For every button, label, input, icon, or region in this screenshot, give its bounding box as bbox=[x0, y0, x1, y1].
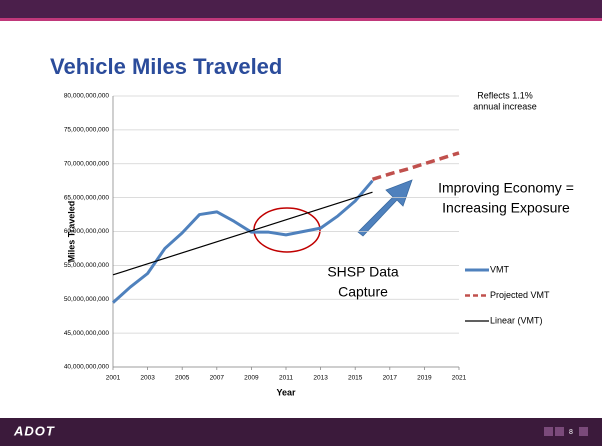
x-tick-label: 2013 bbox=[313, 375, 328, 382]
legend-label: VMT bbox=[490, 264, 510, 274]
x-tick-label: 2001 bbox=[106, 375, 121, 382]
x-tick-label: 2009 bbox=[244, 375, 259, 382]
top-bar bbox=[0, 0, 602, 18]
legend-label: Projected VMT bbox=[490, 290, 550, 300]
annotation: Capture bbox=[338, 284, 388, 300]
annotation: annual increase bbox=[473, 101, 537, 111]
bottom-bar bbox=[0, 418, 602, 446]
annotation: Improving Economy = bbox=[438, 180, 574, 196]
footer-logo: ADOT bbox=[13, 423, 55, 438]
top-stripe bbox=[0, 18, 602, 21]
y-tick-label: 65,000,000,000 bbox=[64, 194, 110, 201]
annotation: Increasing Exposure bbox=[442, 200, 570, 216]
nav-prev[interactable] bbox=[544, 427, 553, 436]
annotation: Reflects 1.1% bbox=[477, 90, 533, 100]
x-tick-label: 2021 bbox=[452, 375, 467, 382]
page-number: 8 bbox=[569, 429, 573, 436]
y-tick-label: 45,000,000,000 bbox=[64, 330, 110, 337]
nav-next[interactable] bbox=[579, 427, 588, 436]
annotation: SHSP Data bbox=[327, 264, 399, 280]
chart-title: Vehicle Miles Traveled bbox=[50, 54, 282, 79]
series-line bbox=[371, 151, 460, 182]
series-line bbox=[112, 191, 373, 276]
y-axis-label: Miles Traveled bbox=[66, 201, 76, 263]
y-tick-label: 50,000,000,000 bbox=[64, 296, 110, 303]
x-axis-label: Year bbox=[276, 387, 296, 397]
legend-label: Linear (VMT) bbox=[490, 315, 543, 325]
y-tick-label: 80,000,000,000 bbox=[64, 93, 110, 100]
x-tick-label: 2017 bbox=[383, 375, 398, 382]
x-tick-label: 2007 bbox=[210, 375, 225, 382]
x-tick-label: 2003 bbox=[140, 375, 155, 382]
y-tick-label: 55,000,000,000 bbox=[64, 262, 110, 269]
nav-menu[interactable] bbox=[555, 427, 564, 436]
y-tick-label: 75,000,000,000 bbox=[64, 127, 110, 134]
x-tick-label: 2011 bbox=[279, 375, 293, 382]
x-tick-label: 2015 bbox=[348, 375, 363, 382]
x-tick-label: 2019 bbox=[417, 375, 432, 382]
y-tick-label: 60,000,000,000 bbox=[64, 228, 110, 235]
y-tick-label: 70,000,000,000 bbox=[64, 160, 110, 167]
arrow bbox=[357, 179, 413, 237]
y-tick-label: 40,000,000,000 bbox=[64, 364, 110, 371]
x-tick-label: 2005 bbox=[175, 375, 190, 382]
